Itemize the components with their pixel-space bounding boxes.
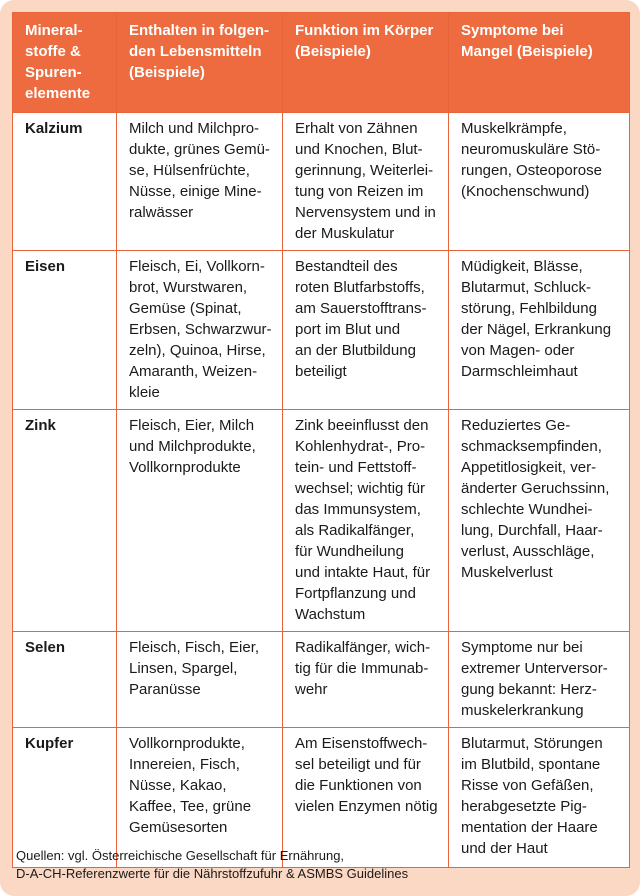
- table-header-row: Mineral- stoffe & Spuren- elemente Entha…: [12, 12, 630, 113]
- function-cell: Radikalfänger, wich- tig für die Immunab…: [282, 631, 449, 728]
- foods-cell: Milch und Milchpro- dukte, grünes Gemü- …: [116, 112, 283, 251]
- header-symptoms: Symptome bei Mangel (Beispiele): [448, 12, 630, 113]
- header-minerals: Mineral- stoffe & Spuren- elemente: [12, 12, 117, 113]
- foods-cell: Fleisch, Eier, Milch und Milchprodukte, …: [116, 409, 283, 632]
- function-cell: Bestandteil des roten Blutfarbstoffs, am…: [282, 250, 449, 410]
- function-cell: Zink beeinflusst den Kohlenhydrat-, Pro-…: [282, 409, 449, 632]
- mineral-table: Mineral- stoffe & Spuren- elemente Entha…: [12, 12, 630, 868]
- table-row: Selen Fleisch, Fisch, Eier, Linsen, Spar…: [12, 631, 630, 728]
- function-cell: Am Eisenstoffwech- sel beteiligt und für…: [282, 727, 449, 868]
- symptoms-cell: Muskelkrämpfe, neuromuskuläre Stö- runge…: [448, 112, 630, 251]
- symptoms-cell: Blutarmut, Störungen im Blutbild, sponta…: [448, 727, 630, 868]
- sources-note: Quellen: vgl. Österreichische Gesellscha…: [16, 848, 409, 881]
- foods-cell: Fleisch, Fisch, Eier, Linsen, Spargel, P…: [116, 631, 283, 728]
- mineral-name: Kupfer: [12, 727, 117, 868]
- header-foods: Enthalten in folgen- den Lebensmitteln (…: [116, 12, 283, 113]
- table-row: Kupfer Vollkornprodukte, Innereien, Fisc…: [12, 727, 630, 868]
- mineral-name: Kalzium: [12, 112, 117, 251]
- header-function: Funktion im Körper (Beispiele): [282, 12, 449, 113]
- table-row: Eisen Fleisch, Ei, Vollkorn- brot, Wurst…: [12, 250, 630, 410]
- symptoms-cell: Reduziertes Ge- schmacksempfinden, Appet…: [448, 409, 630, 632]
- symptoms-cell: Symptome nur bei extremer Unterversor- g…: [448, 631, 630, 728]
- foods-cell: Fleisch, Ei, Vollkorn- brot, Wurstwaren,…: [116, 250, 283, 410]
- function-cell: Erhalt von Zähnen und Knochen, Blut- ger…: [282, 112, 449, 251]
- table-row: Kalzium Milch und Milchpro- dukte, grüne…: [12, 112, 630, 251]
- mineral-name: Zink: [12, 409, 117, 632]
- symptoms-cell: Müdigkeit, Blässe, Blutarmut, Schluck- s…: [448, 250, 630, 410]
- mineral-name: Eisen: [12, 250, 117, 410]
- mineral-name: Selen: [12, 631, 117, 728]
- table-row: Zink Fleisch, Eier, Milch und Milchprodu…: [12, 409, 630, 632]
